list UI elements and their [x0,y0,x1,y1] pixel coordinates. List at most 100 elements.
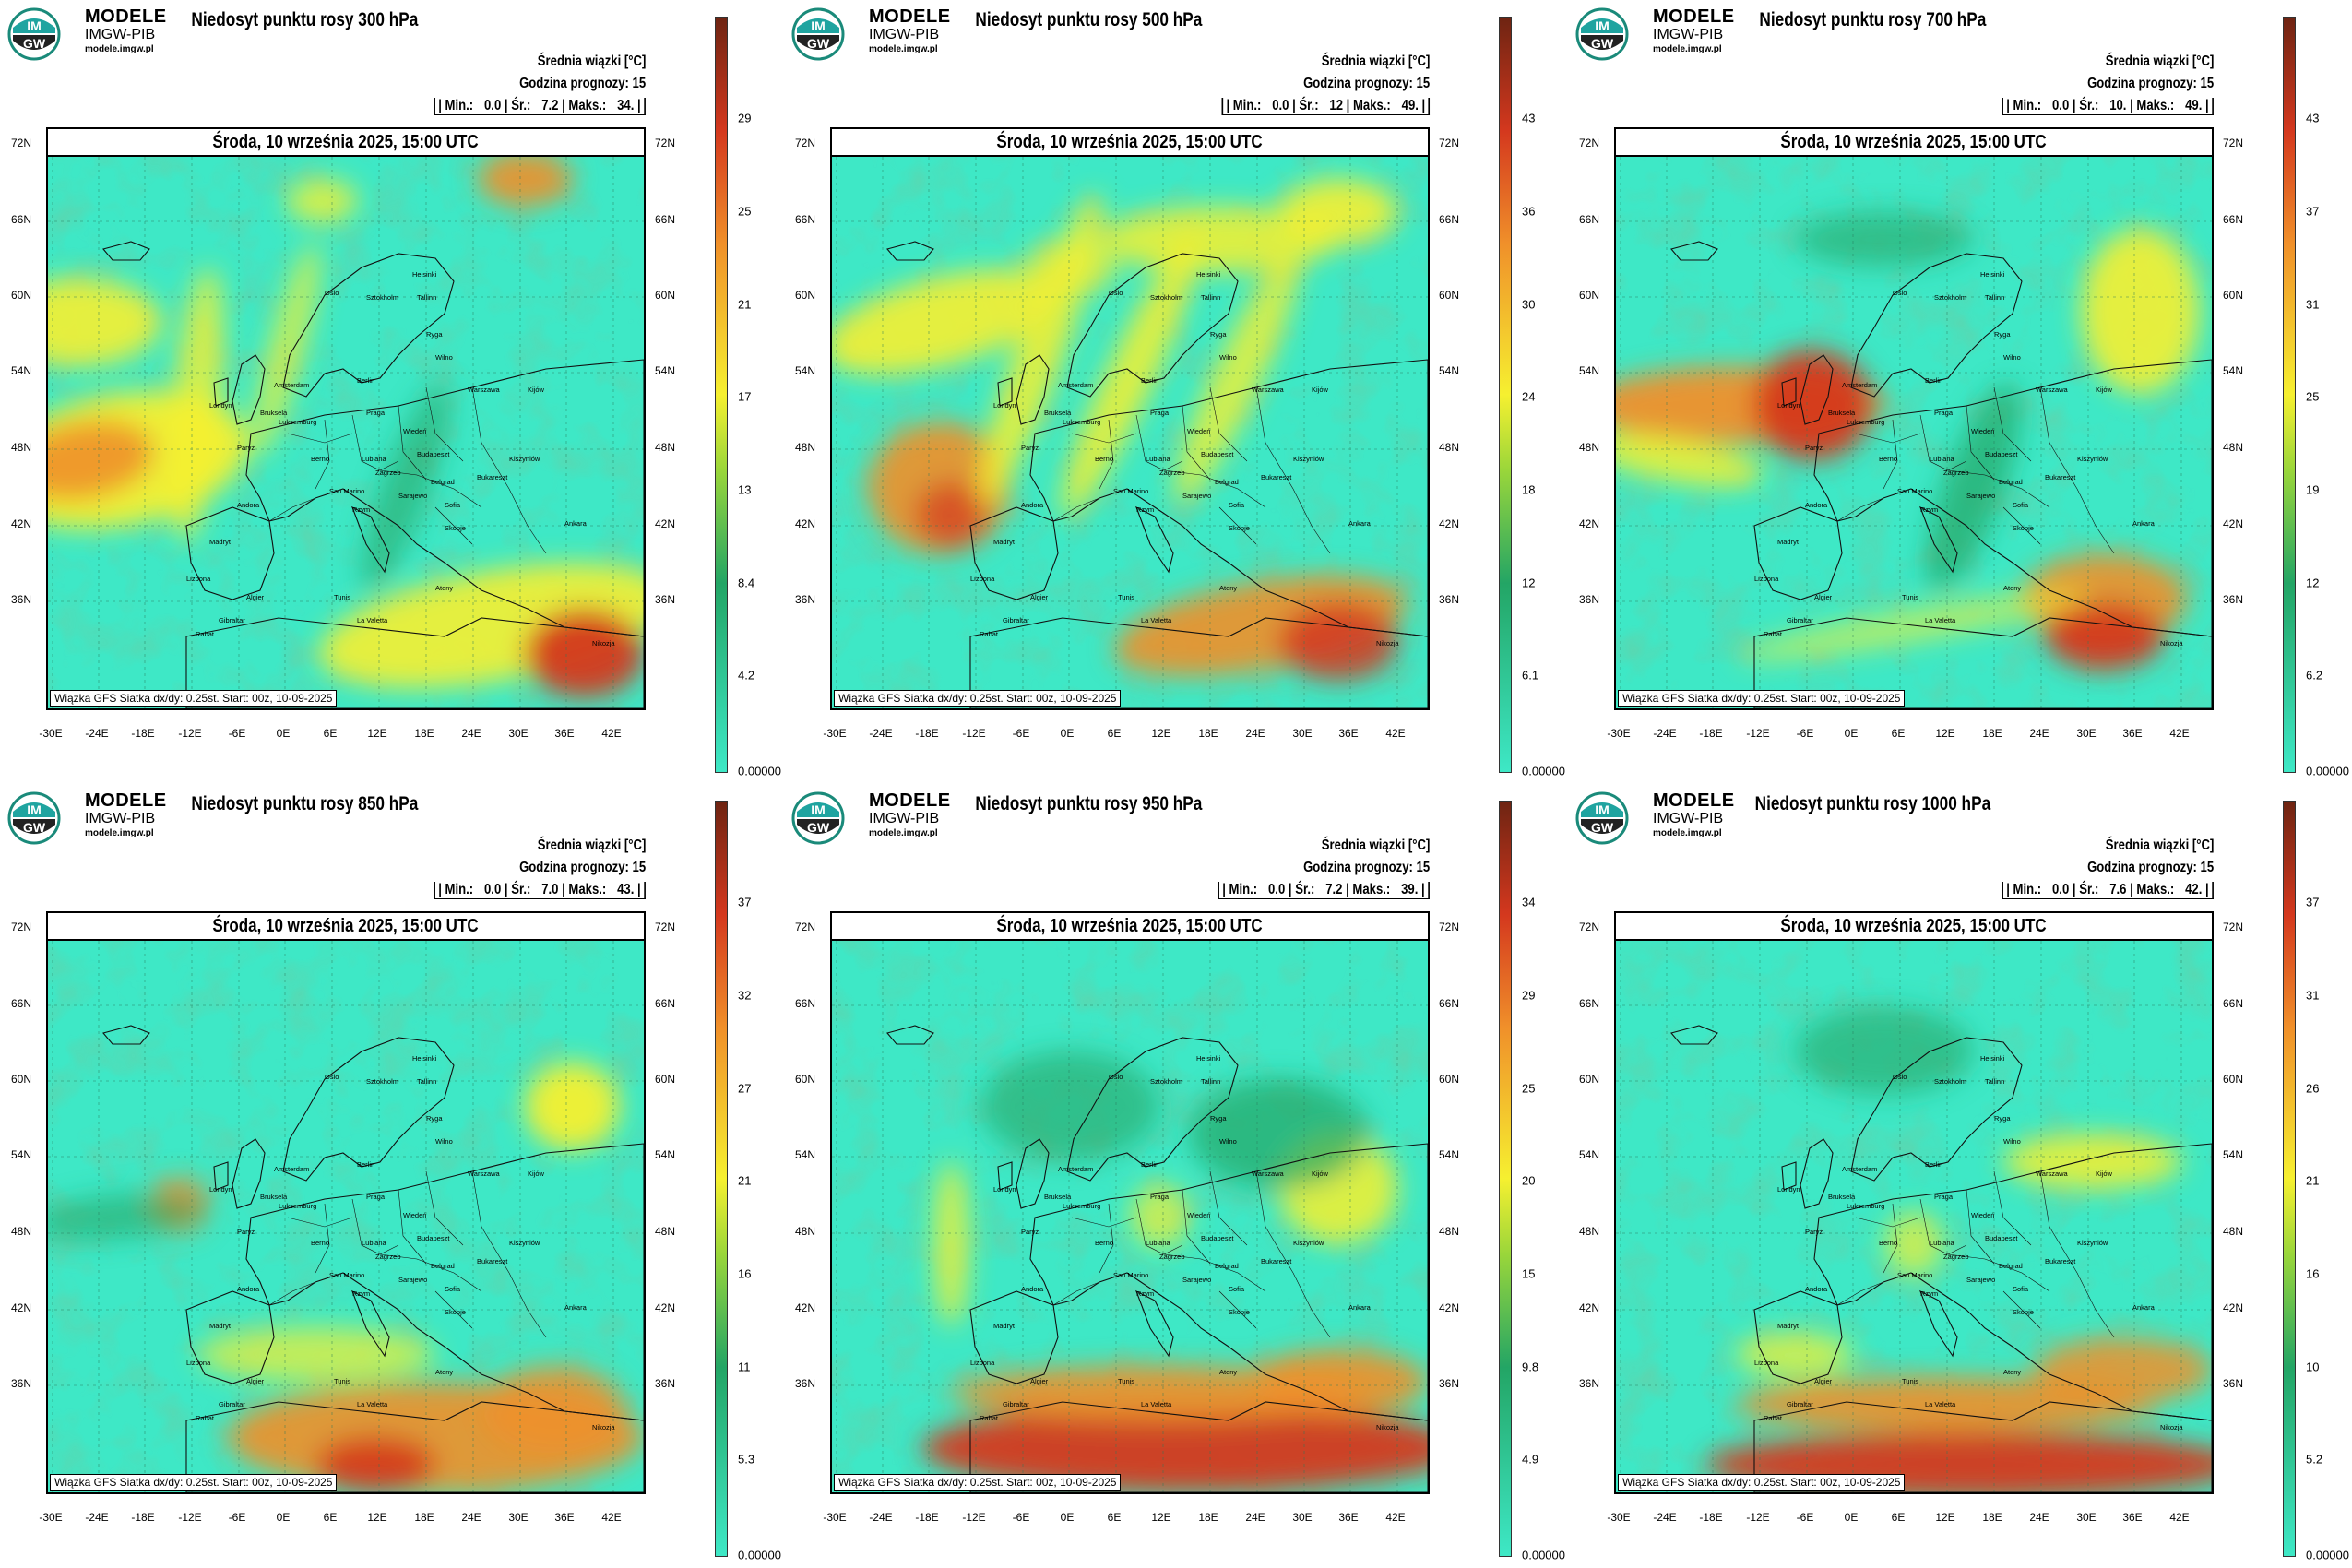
field-blob [1022,239,1119,295]
logo-line1: MODELE [1653,790,1735,811]
city-label: Skopje [1229,1308,1250,1316]
lat-label-left: 60N [795,289,816,302]
city-label: La Valetta [1925,616,1956,624]
stat-separator: | Śr.: [1285,882,1319,897]
model-footer: Wiązka GFS Siatka dx/dy: 0.25st. Start: … [1618,1474,1906,1491]
city-label: Tallinn [1201,293,1220,302]
lat-label-left: 60N [11,289,32,302]
city-label: Kiszyniów [2077,1239,2108,1247]
lon-label: -6E [1796,727,1814,740]
stat-separator: | Śr.: [2069,98,2103,113]
coastlines [1670,241,2212,708]
city-label: Oslo [325,1073,339,1081]
city-label: Sztokholm [1934,293,1966,302]
lat-label-left: 72N [795,137,816,149]
city-label: Gibraltar [1003,1400,1029,1408]
city-label: Wiedeń [1971,1211,1994,1219]
lon-label: -12E [178,727,202,740]
city-label: Ryga [1994,1114,2011,1123]
lat-label-right: 60N [2223,1073,2244,1086]
city-label: Luksemburg [1847,418,1884,426]
lat-label-left: 60N [1579,289,1600,302]
city-label: Wilno [435,353,453,362]
city-label: Ankara [2132,1303,2156,1312]
city-label: Londyn [209,401,232,410]
forecast-date: Środa, 10 września 2025, 15:00 UTC [996,916,1264,936]
colorbar-tick-label: 0.00000 [1522,1548,1565,1562]
city-label: Gibraltar [219,616,245,624]
lat-label-right: 60N [655,289,676,302]
lon-label: -6E [228,727,246,740]
city-label: Rabat [980,1414,999,1422]
city-label: Bukareszt [477,473,508,481]
logo-text: MODELE IMGW-PIB modele.imgw.pl [869,791,951,838]
colorbar-tick-label: 5.3 [738,1452,755,1467]
lat-label-right: 60N [2223,289,2244,302]
city-label: Tunis [334,593,350,601]
field-blob [2002,1134,2182,1190]
stat-min-value: 0.0 [2052,882,2070,897]
lon-label: 0E [1060,727,1075,740]
coastlines [102,241,644,708]
imgw-logo-icon: IM GW [1575,7,1629,61]
model-footer: Wiązka GFS Siatka dx/dy: 0.25st. Start: … [1618,690,1906,707]
colorbar-tick-label: 36 [1522,204,1536,219]
lon-label: -18E [131,727,155,740]
city-label: Algier [1814,1377,1833,1385]
city-label: La Valetta [1141,616,1172,624]
colorbar-tick-label: 15 [1522,1266,1536,1281]
lon-label: -30E [1607,1511,1631,1524]
lat-label-left: 66N [795,997,816,1010]
city-label: Ryga [1994,330,2011,339]
lat-label-right: 72N [2223,137,2244,149]
city-label: Bruksela [1044,409,1072,417]
city-label: Ankara [564,519,588,528]
stat-mean-value: 7.6 [2109,882,2127,897]
city-label: Amsterdam [274,381,309,389]
city-label: Bruksela [1828,409,1856,417]
city-label: Berno [311,455,329,463]
colorbar-tick-label: 34 [1522,895,1536,909]
city-label: Nikozja [2160,1423,2183,1431]
lon-label: 36E [1338,1511,1359,1524]
city-label: Kijów [1312,386,1329,394]
logo-text: MODELE IMGW-PIB modele.imgw.pl [85,791,167,838]
city-label: Zagrzeb [1943,1253,1969,1261]
lon-label: 30E [2076,727,2097,740]
lon-label: -30E [823,1511,847,1524]
city-label: Kiszyniów [509,455,540,463]
lon-label: -30E [39,727,63,740]
field-blob [48,420,155,501]
model-footer: Wiązka GFS Siatka dx/dy: 0.25st. Start: … [834,690,1122,707]
field-map: Londyn Paryż Oslo Helsinki Sztokholm Tallinn R… [832,941,1428,1492]
city-label: Zagrzeb [375,469,401,477]
city-label: Ateny [1219,1368,1237,1376]
city-label: Berlin [1141,1160,1158,1169]
colorbar [715,801,728,1557]
city-label: Andora [1021,1285,1044,1293]
forecast-date: Środa, 10 września 2025, 15:00 UTC [212,916,480,936]
stat-min-value: 0.0 [2052,98,2070,113]
lon-label: -24E [1653,727,1677,740]
field-blob [2080,228,2201,395]
colorbar-tick-label: 0.00000 [738,764,781,778]
stat-separator: | Maks.: [558,882,611,897]
graticule [1616,941,2212,1492]
city-label: Tallinn [1201,1077,1220,1086]
city-label: Kiszyniów [1293,455,1324,463]
lat-label-right: 66N [2223,213,2244,226]
lon-label: -18E [915,1511,939,1524]
logo-line2: IMGW-PIB [1653,27,1724,42]
model-footer: Wiązka GFS Siatka dx/dy: 0.25st. Start: … [834,1474,1122,1491]
city-label: Sztokholm [1150,293,1182,302]
city-label: Amsterdam [274,1165,309,1173]
lon-label: 24E [461,1511,481,1524]
city-label: Rabat [1764,1414,1783,1422]
panel-title: Niedosyt punktu rosy 500 hPa [975,9,1203,30]
lon-label: 42E [1385,727,1406,740]
city-label: Belgrad [431,1262,455,1270]
city-label: Madryt [993,1322,1016,1330]
lat-label-left: 36N [1579,593,1600,606]
city-label: Wilno [1219,1137,1237,1146]
lon-label: -18E [915,727,939,740]
